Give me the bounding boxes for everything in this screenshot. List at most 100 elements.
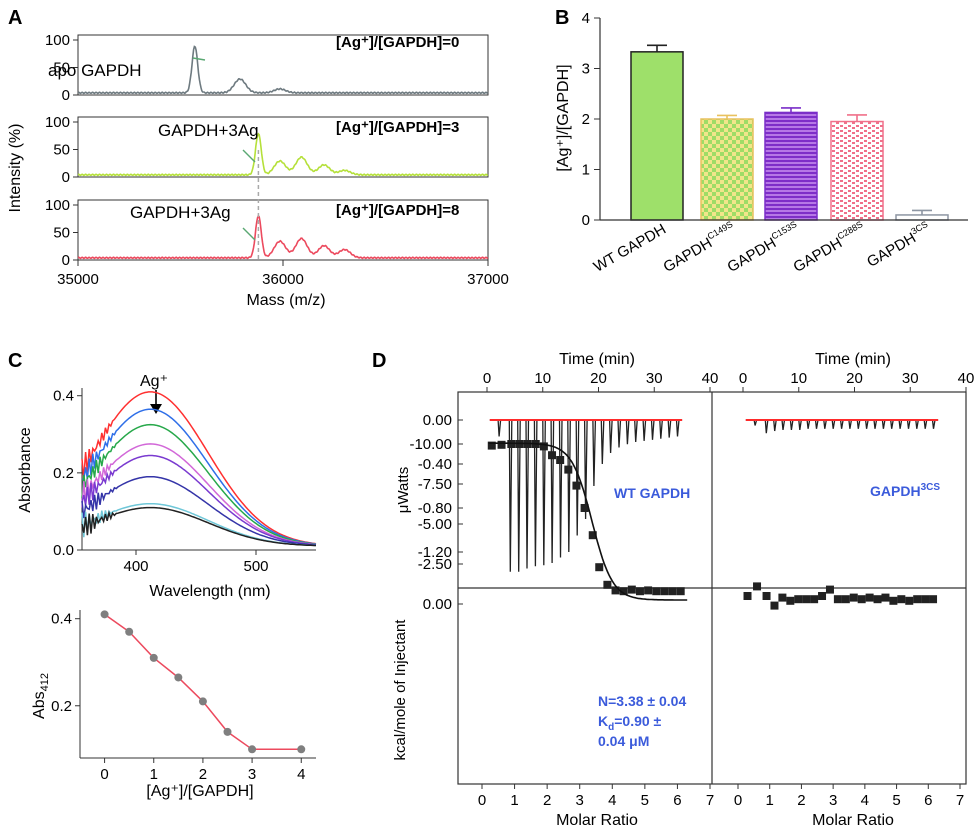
panel-c-top-xlabel: Wavelength (nm) (149, 583, 270, 600)
panel-d-molar-tick-label: 3 (576, 792, 584, 809)
panel-a-frame (77, 34, 489, 96)
panel-c-spectra: 0.0 0.2 0.4 400 500 (53, 388, 317, 575)
panel-c-bottom-xtick-label: 4 (297, 766, 305, 783)
panel-d-fit-point (564, 465, 573, 474)
panel-c: C Ag⁺ 0.0 0.2 0.4 400 500 0.2 0.4 0 1 2 3 4 Wavele… (8, 350, 317, 800)
panel-d-fit-point (556, 456, 565, 464)
panel-d-fit-point (897, 595, 906, 604)
panel-d-fit-point (841, 595, 850, 604)
panel-a-trace-line (77, 214, 489, 260)
panel-a-trace-label-2: GAPDH+3Ag (158, 121, 259, 140)
panel-d-fit-point (825, 585, 834, 594)
panel-d-molar-tick-label: 1 (766, 792, 774, 809)
panel-c-spectrum-line (81, 408, 317, 545)
panel-d-fit-point (660, 587, 669, 596)
panel-d-molar-tick-label: 1 (510, 792, 518, 809)
panel-c-spectrum-line (81, 423, 317, 545)
panel-d-fit-point (881, 593, 890, 602)
panel-d-fit-point (849, 593, 858, 602)
panel-c-titration-point (149, 653, 158, 662)
panel-c-titration-point (125, 627, 134, 636)
panel-d-time-tick-label: 30 (902, 370, 919, 387)
panel-d-fit-point (572, 481, 581, 490)
panel-b-bar (764, 111, 818, 221)
panel-d-fit-point (802, 595, 811, 604)
panel-d-time-tick-label: 30 (646, 370, 663, 387)
panel-a-xtick-label: 35000 (57, 271, 99, 288)
panel-d-time-tick-label: 20 (590, 370, 607, 387)
panel-a-arrow (242, 149, 256, 163)
panel-b-ytick-label: 0 (582, 212, 590, 229)
panel-d-fit-point (921, 595, 930, 604)
panel-d-fit-point (873, 595, 882, 604)
panel-d-heat-tick-label: -2.50 (418, 556, 452, 573)
panel-a-trace-label-1: apo GAPDH (48, 61, 142, 80)
panel-c-arrow-label: Ag⁺ (140, 373, 168, 390)
panel-c-top-xtick-label: 400 (123, 558, 148, 575)
panel-a-arrow (192, 57, 206, 61)
panel-a-ytick-label: 100 (45, 114, 70, 131)
panel-d-fit-point (865, 593, 874, 602)
panel-d-fit-point (833, 595, 842, 604)
panel-a-ytick-label: 0 (62, 169, 70, 186)
panel-c-titration-point (248, 745, 257, 754)
panel-d-heat-tick-label: -5.00 (418, 516, 452, 533)
panel-c-titration-line (104, 613, 302, 751)
panel-d-molar-tick-label: 7 (706, 792, 714, 809)
panel-b-ytick-label: 2 (582, 111, 590, 128)
panel-b-ylabel: [Ag⁺]/[GAPDH] (555, 64, 572, 171)
panel-d-time-tick-label: 0 (739, 370, 747, 387)
panel-c-bottom-ylabel: Abs412 (31, 673, 51, 719)
panel-d-letter: D (372, 350, 386, 372)
panel-a-ytick-label: 100 (45, 32, 70, 49)
panel-a-ylabel: Intensity (%) (7, 124, 24, 213)
panel-b-ytick-label: 3 (582, 61, 590, 78)
panel-c-top-ylabel: Absorbance (17, 427, 34, 512)
panel-d-fit-point (539, 442, 548, 451)
panel-c-titration-point (198, 697, 207, 706)
panel-d-power-tick-label: -0.80 (418, 500, 452, 517)
panel-d-heat-tick-label: -7.50 (418, 476, 452, 493)
panel-d-time-tick-label: 10 (790, 370, 807, 387)
panel-d-molar-tick-label: 4 (608, 792, 616, 809)
panel-d-time-tick-label: 0 (483, 370, 491, 387)
panel-d-molar-tick-label: 6 (673, 792, 681, 809)
panel-c-spectrum-line (81, 475, 317, 546)
panel-d-power-tick-label: 0.00 (423, 412, 452, 429)
panel-d-fit-point (762, 592, 771, 600)
panel-c-spectrum-line (81, 454, 317, 546)
panel-a-ytick-label: 50 (53, 142, 70, 159)
panel-a-trace-line (77, 45, 489, 95)
panel-d-fit-point (548, 451, 557, 460)
panel-a-ytick-label: 0 (62, 252, 70, 269)
panel-d-fit-point (929, 595, 938, 604)
panel-d-fit-n: N=3.38 ± 0.04 (598, 693, 686, 709)
panel-a-ratio-label-2: [Ag⁺]/[GAPDH]=3 (336, 119, 459, 136)
panel-d-fit-point (580, 504, 589, 512)
panel-d-power-label: μWatts (395, 467, 412, 513)
panel-c-top-ytick-label: 0.4 (53, 388, 74, 405)
panel-d-molar-label-left: Molar Ratio (556, 812, 638, 829)
panel-d: D 0 10 20 30 40 0 10 20 30 400.00-0.40-0.80-1.200… (372, 350, 974, 829)
panel-d-molar-tick-label: 5 (892, 792, 900, 809)
panel-b-bar (700, 118, 754, 221)
panel-c-arrow-head (150, 404, 162, 414)
panel-d-molar-tick-label: 2 (797, 792, 805, 809)
panel-d-time-tick-label: 20 (846, 370, 863, 387)
panel-b-bar (895, 214, 949, 221)
panel-c-top-ytick-label: 0.0 (53, 542, 74, 559)
panel-a-arrow (242, 227, 256, 241)
panel-a-ytick-label: 0 (62, 87, 70, 104)
panel-b-xtick-label: GAPDHC153S (723, 219, 803, 276)
panel-d-molar-tick-label: 5 (641, 792, 649, 809)
panel-d-fit-point (595, 563, 604, 572)
panel-a-xtick-label: 37000 (467, 271, 509, 288)
panel-d-time-tick-label: 40 (702, 370, 719, 387)
panel-d-raw-trace (745, 419, 939, 434)
panel-c-bottom-xlabel: [Ag⁺]/[GAPDH] (146, 783, 253, 800)
panel-a-xlabel: Mass (m/z) (246, 292, 325, 309)
panel-d-time-label-right: Time (min) (815, 351, 891, 368)
panel-a-ticks: 0 50 100 0 50 100 0 50 100 35000 36000 37000 (45, 32, 509, 288)
panel-a-xtick-label: 36000 (262, 271, 304, 288)
